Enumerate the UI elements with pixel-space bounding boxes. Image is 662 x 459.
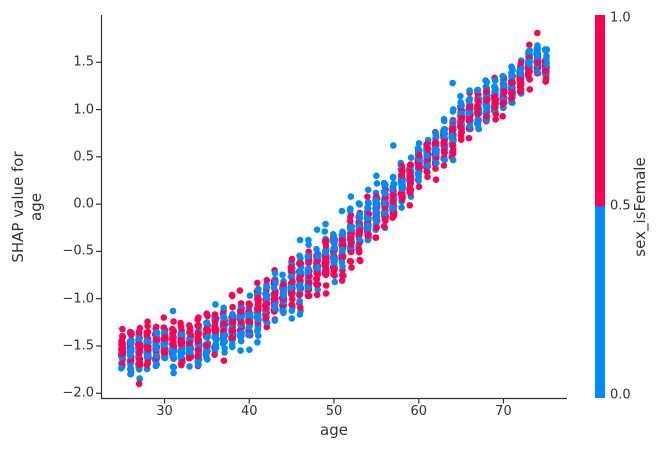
y-tick-label: −0.5 bbox=[62, 243, 94, 259]
y-tick-label: 1.5 bbox=[73, 54, 94, 70]
y-tick-label: 1.0 bbox=[73, 102, 94, 118]
y-tick-label: −2.0 bbox=[62, 385, 94, 401]
x-tick-label: 60 bbox=[410, 404, 427, 419]
x-tick-label: 30 bbox=[156, 404, 173, 419]
y-tick-label: 0.5 bbox=[73, 149, 94, 165]
y-tick-label: 0.0 bbox=[73, 196, 94, 212]
y-tick-label: −1.5 bbox=[62, 338, 94, 354]
x-tick-label: 70 bbox=[495, 404, 512, 419]
x-axis-label: age bbox=[320, 421, 348, 439]
x-tick-label: 50 bbox=[325, 404, 343, 419]
scatter-points bbox=[118, 29, 550, 388]
x-tick-label: 40 bbox=[240, 404, 258, 419]
y-tick-label: −1.0 bbox=[62, 291, 94, 307]
